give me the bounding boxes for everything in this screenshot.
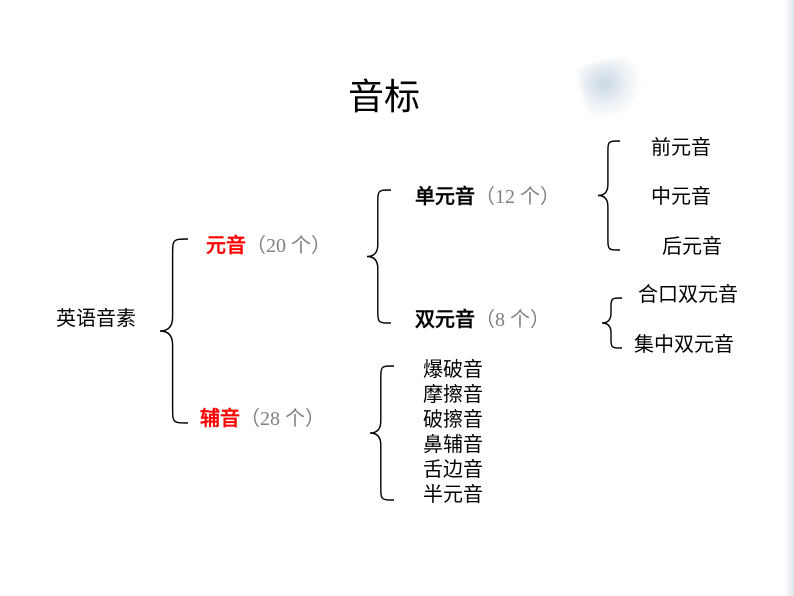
label-vowel: 元音 xyxy=(206,235,246,257)
count-consonant: （28 个） xyxy=(240,408,325,430)
decorative-smudge xyxy=(576,53,648,122)
curly-bracket xyxy=(598,141,620,250)
node-vowel: 元音（20 个） xyxy=(206,229,331,258)
label-centering: 集中双元音 xyxy=(634,334,734,356)
count-diph: （8 个） xyxy=(475,309,550,331)
node-consonant: 辅音（28 个） xyxy=(200,402,325,431)
node-closing: 合口双元音 xyxy=(638,278,738,307)
label-mono: 单元音 xyxy=(415,186,475,208)
side-gradient xyxy=(784,0,794,596)
label-central: 中元音 xyxy=(651,186,711,208)
label-front: 前元音 xyxy=(651,137,711,159)
curly-bracket xyxy=(370,366,394,500)
node-front: 前元音 xyxy=(651,131,711,160)
label-c6: 半元音 xyxy=(423,484,483,506)
label-diph: 双元音 xyxy=(415,309,475,331)
node-centering: 集中双元音 xyxy=(634,328,734,357)
count-vowel: （20 个） xyxy=(246,235,331,257)
curly-bracket xyxy=(160,239,188,423)
node-back: 后元音 xyxy=(662,230,722,259)
label-closing: 合口双元音 xyxy=(638,284,738,306)
curly-bracket xyxy=(367,190,391,323)
curly-bracket xyxy=(602,298,622,348)
count-mono: （12 个） xyxy=(475,186,560,208)
label-consonant: 辅音 xyxy=(200,408,240,430)
node-mono: 单元音（12 个） xyxy=(415,180,560,209)
node-diph: 双元音（8 个） xyxy=(415,303,550,332)
node-central: 中元音 xyxy=(651,180,711,209)
label-back: 后元音 xyxy=(662,236,722,258)
node-root: 英语音素 xyxy=(56,302,136,331)
page-title: 音标 xyxy=(348,68,420,120)
node-c6: 半元音 xyxy=(423,478,483,507)
label-root: 英语音素 xyxy=(56,308,136,330)
